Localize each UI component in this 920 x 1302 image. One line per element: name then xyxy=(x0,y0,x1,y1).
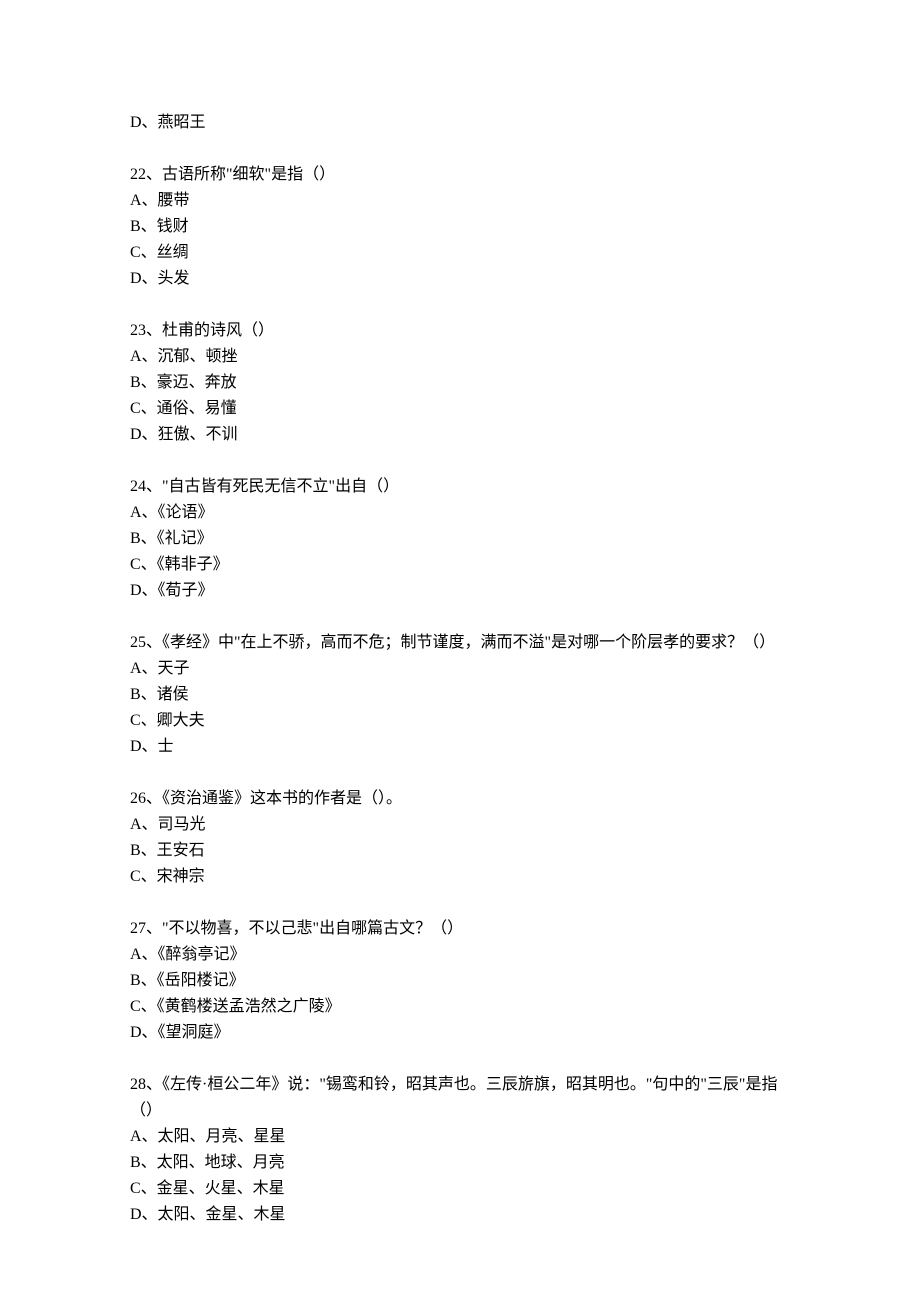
question-option: C、卿大夫 xyxy=(130,708,790,734)
question-option: A、沉郁、顿挫 xyxy=(130,344,790,370)
question-stem: 27、"不以物喜，不以己悲"出自哪篇古文？（） xyxy=(130,916,790,942)
question-option: D、《望洞庭》 xyxy=(130,1020,790,1046)
question-stem: 23、杜甫的诗风（） xyxy=(130,318,790,344)
question-block: 28、《左传·桓公二年》说："锡鸾和铃，昭其声也。三辰旂旗，昭其明也。"句中的"… xyxy=(130,1072,790,1228)
question-option: C、通俗、易懂 xyxy=(130,396,790,422)
question-block: 22、古语所称"细软"是指（）A、腰带B、钱财C、丝绸D、头发 xyxy=(130,162,790,292)
question-option: A、太阳、月亮、星星 xyxy=(130,1124,790,1150)
question-option: A、《论语》 xyxy=(130,500,790,526)
question-option: A、司马光 xyxy=(130,812,790,838)
question-option: D、《荀子》 xyxy=(130,578,790,604)
question-block: 25、《孝经》中"在上不骄，高而不危；制节谨度，满而不溢"是对哪一个阶层孝的要求… xyxy=(130,630,790,760)
question-option: A、《醉翁亭记》 xyxy=(130,942,790,968)
question-stem: 26、《资治通鉴》这本书的作者是（）。 xyxy=(130,786,790,812)
question-option: A、天子 xyxy=(130,656,790,682)
question-option: D、士 xyxy=(130,734,790,760)
question-option: D、狂傲、不训 xyxy=(130,422,790,448)
question-stem: 22、古语所称"细软"是指（） xyxy=(130,162,790,188)
question-stem: 24、"自古皆有死民无信不立"出自（） xyxy=(130,474,790,500)
question-option: B、《礼记》 xyxy=(130,526,790,552)
question-option: B、王安石 xyxy=(130,838,790,864)
question-block: 24、"自古皆有死民无信不立"出自（）A、《论语》B、《礼记》C、《韩非子》D、… xyxy=(130,474,790,604)
question-option: D、太阳、金星、木星 xyxy=(130,1202,790,1228)
question-option: C、《韩非子》 xyxy=(130,552,790,578)
question-option: C、金星、火星、木星 xyxy=(130,1176,790,1202)
question-option: B、诸侯 xyxy=(130,682,790,708)
question-stem: 28、《左传·桓公二年》说："锡鸾和铃，昭其声也。三辰旂旗，昭其明也。"句中的"… xyxy=(130,1072,790,1124)
question-option: C、丝绸 xyxy=(130,240,790,266)
question-option: B、《岳阳楼记》 xyxy=(130,968,790,994)
question-block: 23、杜甫的诗风（）A、沉郁、顿挫B、豪迈、奔放C、通俗、易懂D、狂傲、不训 xyxy=(130,318,790,448)
question-block: 26、《资治通鉴》这本书的作者是（）。A、司马光B、王安石C、宋神宗 xyxy=(130,786,790,890)
question-option: C、《黄鹤楼送孟浩然之广陵》 xyxy=(130,994,790,1020)
question-stem: 25、《孝经》中"在上不骄，高而不危；制节谨度，满而不溢"是对哪一个阶层孝的要求… xyxy=(130,630,790,656)
question-option: B、豪迈、奔放 xyxy=(130,370,790,396)
question-option: B、钱财 xyxy=(130,214,790,240)
question-option: D、头发 xyxy=(130,266,790,292)
questions-container: 22、古语所称"细软"是指（）A、腰带B、钱财C、丝绸D、头发 23、杜甫的诗风（… xyxy=(130,162,790,1228)
orphan-option: D、燕昭王 xyxy=(130,110,790,136)
question-option: A、腰带 xyxy=(130,188,790,214)
question-option: B、太阳、地球、月亮 xyxy=(130,1150,790,1176)
question-option: C、宋神宗 xyxy=(130,864,790,890)
question-block: 27、"不以物喜，不以己悲"出自哪篇古文？（）A、《醉翁亭记》B、《岳阳楼记》C… xyxy=(130,916,790,1046)
